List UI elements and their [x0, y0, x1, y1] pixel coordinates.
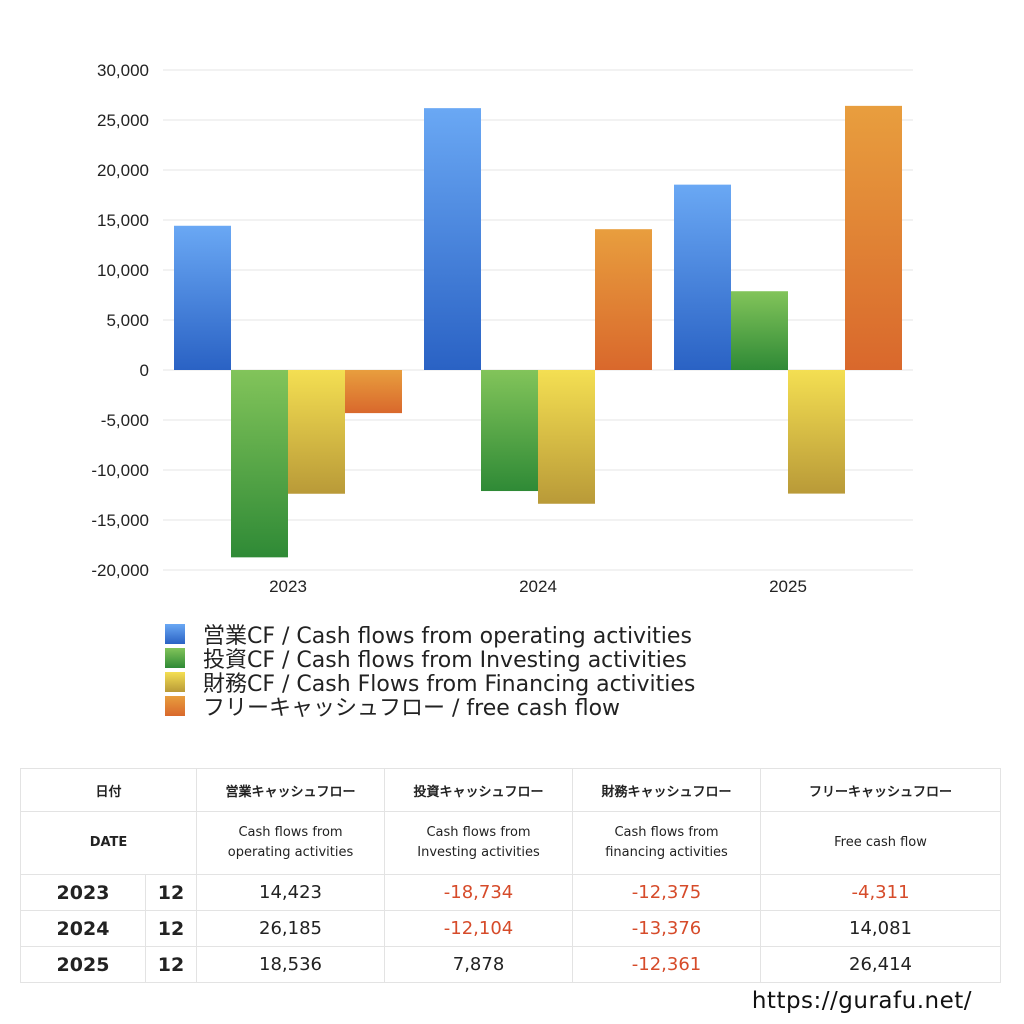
- bar-free-2024: [595, 229, 652, 370]
- legend-label-operating: 営業CF / Cash flows from operating activit…: [203, 624, 692, 649]
- bar-operating-2023: [174, 225, 231, 370]
- header-date-jp: 日付: [19, 768, 198, 812]
- header-free-en: Free cash flow: [760, 811, 1002, 875]
- header-financing-jp: 財務キャッシュフロー: [572, 768, 762, 812]
- y-tick-label: -5,000: [101, 411, 149, 430]
- cell-operating: 26,185: [196, 910, 386, 947]
- cell-month: 12: [144, 874, 198, 911]
- cell-financing: -12,361: [572, 946, 762, 983]
- x-tick-label: 2025: [769, 577, 807, 596]
- cell-investing: -18,734: [384, 874, 574, 911]
- x-axis-tick-labels: 2023 2024 2025: [269, 577, 807, 596]
- table-header-row-jp: 日付 営業キャッシュフロー 投資キャッシュフロー 財務キャッシュフロー フリーキ…: [19, 768, 1002, 812]
- legend-swatch-investing: [165, 648, 185, 668]
- bar-financing-2025: [788, 370, 845, 494]
- cell-year: 2025: [20, 946, 146, 983]
- header-financing-en-line1: Cash flows from: [614, 825, 719, 840]
- bar-investing-2025: [731, 291, 788, 370]
- bar-financing-2024: [538, 370, 595, 504]
- cash-flow-table: 日付 営業キャッシュフロー 投資キャッシュフロー 財務キャッシュフロー フリーキ…: [19, 768, 1002, 983]
- legend-swatch-financing: [165, 672, 185, 692]
- legend-label-financing: 財務CF / Cash Flows from Financing activit…: [203, 672, 696, 697]
- legend-item-operating: 営業CF / Cash flows from operating activit…: [165, 622, 695, 649]
- cell-free: 26,414: [760, 946, 1002, 983]
- bars: [174, 105, 902, 558]
- cell-free: -4,311: [760, 874, 1002, 911]
- cell-financing: -12,375: [572, 874, 762, 911]
- header-investing-jp: 投資キャッシュフロー: [384, 768, 574, 812]
- header-operating-en: Cash flows from operating activities: [196, 811, 386, 875]
- cell-operating: 18,536: [196, 946, 386, 983]
- cell-month: 12: [144, 910, 198, 947]
- site-url: https://gurafu.net/: [751, 988, 972, 1014]
- legend-item-investing: 投資CF / Cash flows from Investing activit…: [165, 646, 695, 673]
- header-investing-en-line1: Cash flows from: [426, 825, 531, 840]
- y-tick-label: 15,000: [97, 211, 149, 230]
- bar-operating-2024: [424, 108, 481, 371]
- y-tick-label: -20,000: [91, 561, 149, 580]
- table-header-row-en: DATE Cash flows from operating activities…: [19, 811, 1002, 875]
- y-tick-label: -15,000: [91, 511, 149, 530]
- header-investing-en-line2: Investing activities: [417, 845, 540, 860]
- cell-free: 14,081: [760, 910, 1002, 947]
- header-date-en: DATE: [19, 811, 198, 875]
- legend-label-investing: 投資CF / Cash flows from Investing activit…: [203, 648, 687, 673]
- header-financing-en: Cash flows from financing activities: [572, 811, 762, 875]
- header-free-jp: フリーキャッシュフロー: [760, 768, 1002, 812]
- cell-investing: -12,104: [384, 910, 574, 947]
- legend-label-free: フリーキャッシュフロー / free cash flow: [203, 696, 621, 721]
- bar-chart: 30,000 25,000 20,000 15,000 10,000 5,000 0 -5,0…: [91, 61, 913, 596]
- legend-item-financing: 財務CF / Cash Flows from Financing activit…: [165, 670, 695, 697]
- cell-financing: -13,376: [572, 910, 762, 947]
- bar-investing-2024: [481, 370, 538, 492]
- x-tick-label: 2023: [269, 577, 307, 596]
- legend: 営業CF / Cash flows from operating activit…: [165, 622, 695, 721]
- header-operating-en-line2: operating activities: [227, 845, 354, 860]
- legend-swatch-operating: [165, 624, 185, 644]
- y-tick-label: -10,000: [91, 461, 149, 480]
- x-tick-label: 2024: [519, 577, 557, 596]
- table-row: 2025 12 18,536 7,878 -12,361 26,414: [20, 946, 1002, 983]
- y-tick-label: 5,000: [106, 311, 149, 330]
- legend-item-free: フリーキャッシュフロー / free cash flow: [165, 694, 695, 721]
- y-tick-label: 10,000: [97, 261, 149, 280]
- legend-swatch-free: [165, 696, 185, 716]
- y-tick-label: 0: [140, 361, 149, 380]
- cell-year: 2024: [20, 910, 146, 947]
- y-tick-label: 25,000: [97, 111, 149, 130]
- header-operating-en-line1: Cash flows from: [238, 825, 343, 840]
- cell-investing: 7,878: [384, 946, 574, 983]
- header-investing-en: Cash flows from Investing activities: [384, 811, 574, 875]
- header-operating-jp: 営業キャッシュフロー: [196, 768, 386, 812]
- cell-year: 2023: [20, 874, 146, 911]
- bar-financing-2023: [288, 370, 345, 494]
- cell-operating: 14,423: [196, 874, 386, 911]
- bar-investing-2023: [231, 370, 288, 558]
- table-row: 2023 12 14,423 -18,734 -12,375 -4,311: [20, 874, 1002, 911]
- bar-free-2023: [345, 370, 402, 414]
- y-tick-label: 30,000: [97, 61, 149, 80]
- table-row: 2024 12 26,185 -12,104 -13,376 14,081: [20, 910, 1002, 947]
- bar-free-2025: [845, 105, 902, 371]
- y-tick-label: 20,000: [97, 161, 149, 180]
- y-axis-tick-labels: 30,000 25,000 20,000 15,000 10,000 5,000 0 -5,0…: [91, 61, 149, 580]
- bar-operating-2025: [674, 184, 731, 370]
- header-financing-en-line2: financing activities: [605, 845, 728, 860]
- cell-month: 12: [144, 946, 198, 983]
